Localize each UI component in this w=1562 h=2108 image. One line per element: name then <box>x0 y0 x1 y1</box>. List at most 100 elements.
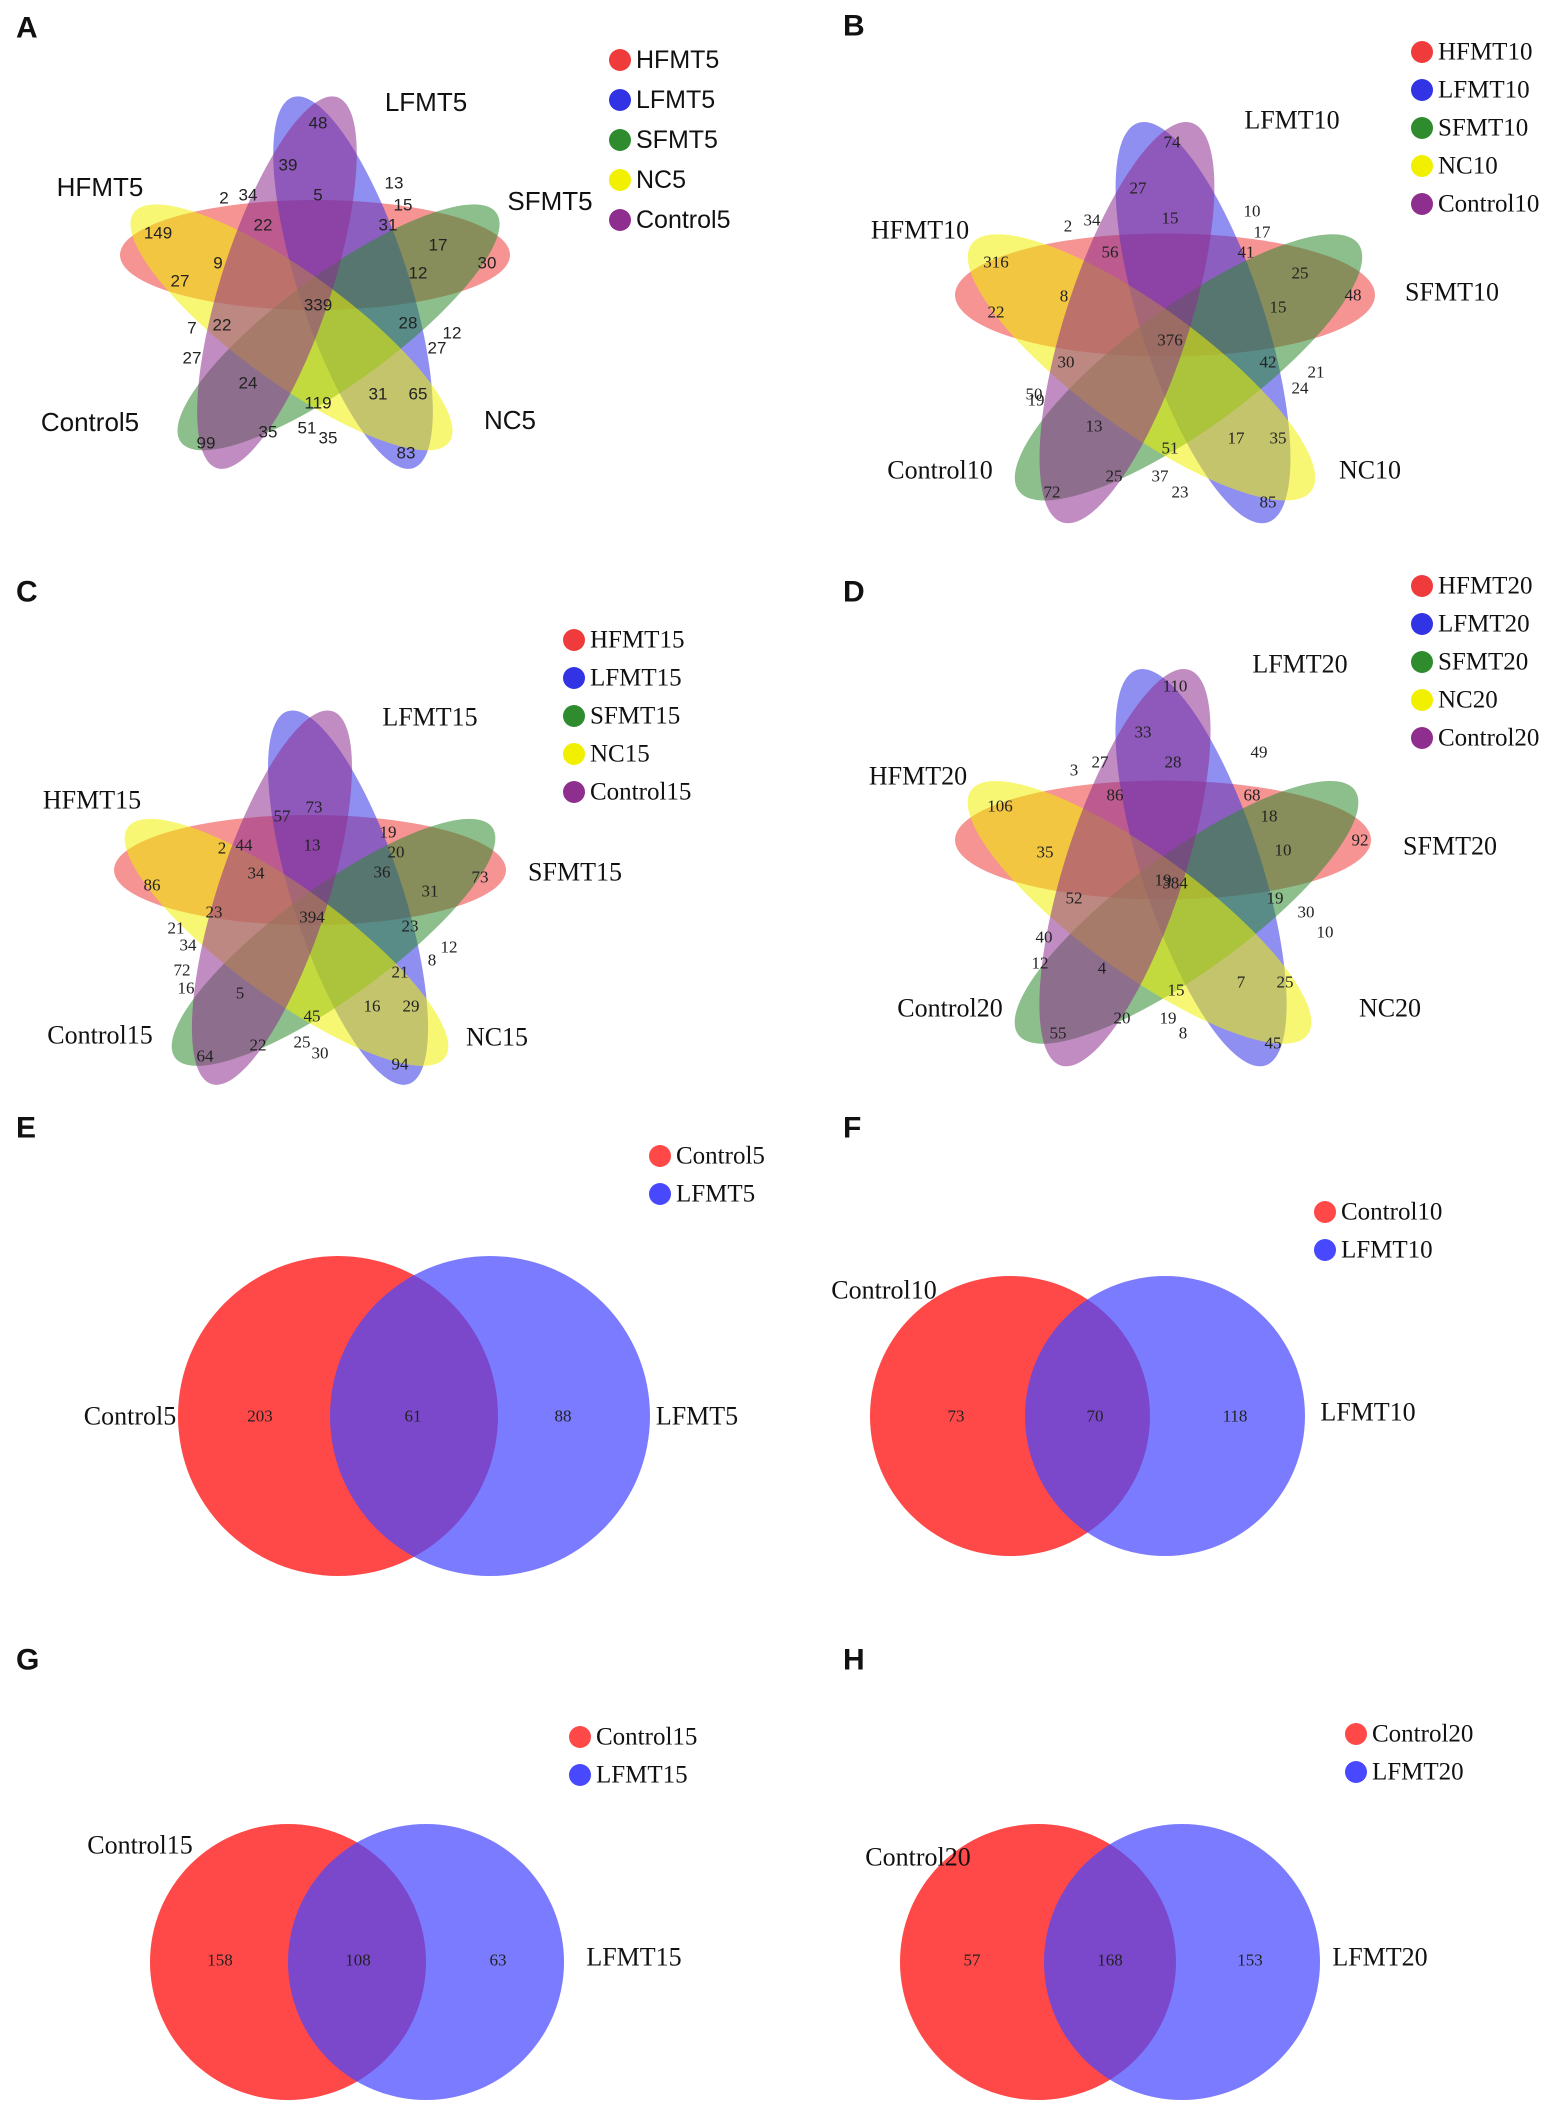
set-ellipse-control5 <box>197 96 357 469</box>
legend-swatch <box>1411 193 1433 215</box>
region-count: 20 <box>1114 1009 1131 1028</box>
panel-letter: E <box>16 1112 36 1145</box>
set-label-hfmt15: HFMT15 <box>43 786 141 815</box>
region-count: 376 <box>1157 331 1183 350</box>
legend-label: Control10 <box>1341 1199 1442 1226</box>
count-only-second: 88 <box>555 1407 572 1426</box>
region-count: 49 <box>1251 743 1268 762</box>
legend-swatch <box>1411 155 1433 177</box>
venn2-panel-g: G Control15 LFMT15 158 108 63 Control15 LFMT15 <box>16 1644 697 2100</box>
legend-label: NC20 <box>1438 687 1498 714</box>
region-count: 15 <box>394 196 413 215</box>
legend-label: LFMT20 <box>1372 1759 1464 1786</box>
region-count: 16 <box>178 979 195 998</box>
region-count: 37 <box>1152 467 1170 486</box>
set-label-control10: Control10 <box>887 456 992 485</box>
region-count: 12 <box>443 324 462 343</box>
region-count: 10 <box>1244 202 1261 221</box>
set-label-nc5: NC5 <box>484 405 536 435</box>
set-ellipse-control10 <box>1039 122 1215 524</box>
legend-swatch <box>1411 575 1433 597</box>
legend-label: LFMT5 <box>676 1181 755 1208</box>
region-count: 35 <box>1037 843 1054 862</box>
legend-label: Control20 <box>1372 1721 1473 1748</box>
set-label-sfmt15: SFMT15 <box>528 858 622 887</box>
region-count: 86 <box>1107 786 1124 805</box>
region-count: 27 <box>1092 753 1110 772</box>
region-count: 30 <box>1058 353 1075 372</box>
region-count: 35 <box>1270 429 1287 448</box>
legend-swatch <box>1411 117 1433 139</box>
region-count: 28 <box>1165 753 1182 772</box>
region-count: 2 <box>1064 217 1073 236</box>
legend-swatch <box>563 781 585 803</box>
legend-swatch <box>563 743 585 765</box>
legend-swatch <box>609 89 631 111</box>
region-count: 27 <box>183 349 202 368</box>
set-circle-lfmt10 <box>1025 1276 1305 1556</box>
region-count: 339 <box>304 296 332 315</box>
region-count: 55 <box>1050 1024 1067 1043</box>
region-count: 22 <box>254 216 273 235</box>
legend-label: SFMT5 <box>636 126 718 154</box>
region-count: 19 <box>1155 871 1172 890</box>
set-label-hfmt20: HFMT20 <box>869 762 967 791</box>
region-count: 30 <box>478 254 497 273</box>
venn5-panel-b: B HFMT10 LFMT10 SFMT10 NC10 Control10 316 74 48 8… <box>843 10 1539 524</box>
legend-label: Control5 <box>636 206 731 234</box>
count-only-second: 63 <box>490 1951 507 1970</box>
region-count: 13 <box>1086 417 1103 436</box>
region-count: 73 <box>306 798 323 817</box>
region-count: 394 <box>299 908 325 927</box>
count-only-first: 73 <box>948 1407 965 1426</box>
region-count: 5 <box>313 186 322 205</box>
panel-letter: C <box>16 576 38 609</box>
region-count: 31 <box>379 216 398 235</box>
region-count: 56 <box>1102 243 1119 262</box>
region-count: 384 <box>1162 874 1188 893</box>
set-label-hfmt10: HFMT10 <box>871 216 969 245</box>
set-label-control20: Control20 <box>897 994 1002 1023</box>
region-count: 106 <box>987 797 1013 816</box>
region-count: 94 <box>392 1055 410 1074</box>
count-only-second: 118 <box>1223 1407 1248 1426</box>
region-count: 48 <box>309 114 328 133</box>
region-count: 21 <box>168 919 185 938</box>
set-label-lfmt20: LFMT20 <box>1252 650 1347 679</box>
region-count: 39 <box>279 156 298 175</box>
set-label-control15: Control15 <box>87 1831 192 1860</box>
legend-label: Control10 <box>1438 191 1539 218</box>
region-count: 52 <box>1066 889 1083 908</box>
region-count: 20 <box>388 843 405 862</box>
count-only-second: 153 <box>1237 1951 1263 1970</box>
region-count: 17 <box>1254 223 1272 242</box>
legend-swatch <box>1411 613 1433 635</box>
region-count: 25 <box>1106 467 1123 486</box>
set-label-lfmt20: LFMT20 <box>1332 1943 1427 1972</box>
region-count: 2 <box>218 839 227 858</box>
legend-label: LFMT15 <box>596 1762 688 1789</box>
legend-swatch <box>1314 1201 1336 1223</box>
count-only-first: 57 <box>964 1951 982 1970</box>
region-count: 73 <box>472 868 489 887</box>
region-count: 31 <box>422 882 439 901</box>
legend-swatch <box>563 705 585 727</box>
region-count: 19 <box>380 823 397 842</box>
region-count: 44 <box>236 836 254 855</box>
legend-label: Control15 <box>596 1724 697 1751</box>
region-count: 7 <box>1237 973 1246 992</box>
legend-swatch <box>1314 1239 1336 1261</box>
legend-label: NC15 <box>590 741 650 768</box>
region-count: 45 <box>304 1007 321 1026</box>
region-count: 65 <box>409 385 428 404</box>
set-label-lfmt10: LFMT10 <box>1320 1398 1415 1427</box>
count-only-first: 158 <box>207 1951 233 1970</box>
region-count: 45 <box>1265 1034 1282 1053</box>
legend-label: SFMT10 <box>1438 115 1528 142</box>
region-count: 27 <box>171 272 190 291</box>
venn5-panel-d: D HFMT20 LFMT20 SFMT20 NC20 Control20 106 110 92… <box>843 573 1539 1067</box>
count-shared: 108 <box>345 1951 371 1970</box>
region-count: 19 <box>1267 889 1284 908</box>
region-count: 41 <box>1238 243 1255 262</box>
region-count: 12 <box>441 938 458 957</box>
